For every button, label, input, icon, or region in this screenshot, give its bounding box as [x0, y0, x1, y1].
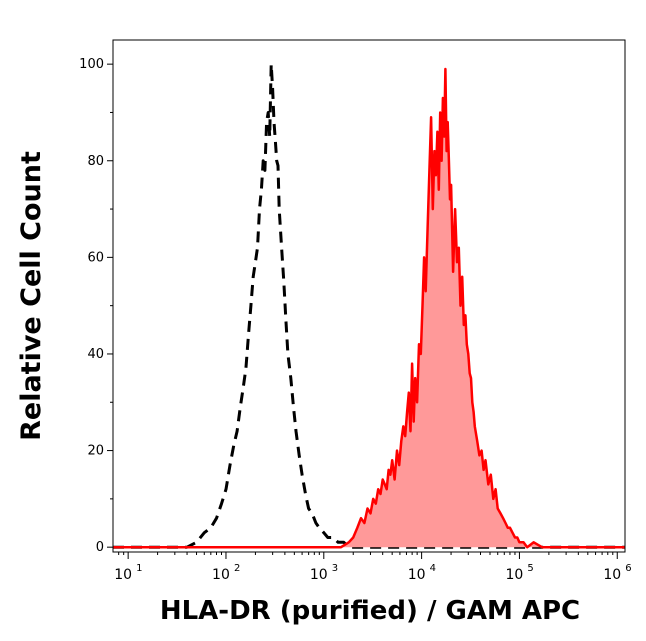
x-tick-label-exponent: 5: [527, 563, 533, 574]
x-tick-label-exponent: 2: [234, 563, 240, 574]
y-tick-label-40: 40: [87, 347, 104, 362]
series-1-fill: [113, 69, 625, 548]
x-tick-label-base: 10: [506, 567, 524, 583]
y-tick-label-60: 60: [87, 250, 104, 265]
x-tick-label-base: 10: [212, 567, 230, 583]
x-axis-label: HLA-DR (purified) / GAM APC: [160, 596, 580, 626]
series-layer: [113, 62, 625, 549]
series-1-line: [113, 67, 625, 549]
x-tick-label-exponent: 1: [136, 563, 142, 574]
x-tick-label-base: 10: [114, 567, 132, 583]
x-tick-label-base: 10: [603, 567, 621, 583]
x-axis: 10 1 10 2 10 3 10 4 10 5 10 6: [114, 552, 632, 583]
plot-frame: [112, 39, 626, 553]
y-axis-label: Relative Cell Count: [16, 151, 47, 441]
x-tick-label-exponent: 3: [332, 563, 338, 574]
y-tick-label-20: 20: [87, 444, 104, 459]
y-tick-label-0: 0: [96, 540, 104, 555]
y-tick-label-80: 80: [87, 154, 104, 169]
x-tick-label-base: 10: [310, 567, 328, 583]
x-tick-label-exponent: 6: [625, 563, 631, 574]
series-0-line: [113, 62, 625, 549]
x-tick-label-exponent: 4: [430, 563, 436, 574]
x-tick-label-base: 10: [408, 567, 426, 583]
y-tick-label-100: 100: [79, 57, 104, 72]
y-axis: 0 20 40 60 80 100: [79, 57, 113, 555]
